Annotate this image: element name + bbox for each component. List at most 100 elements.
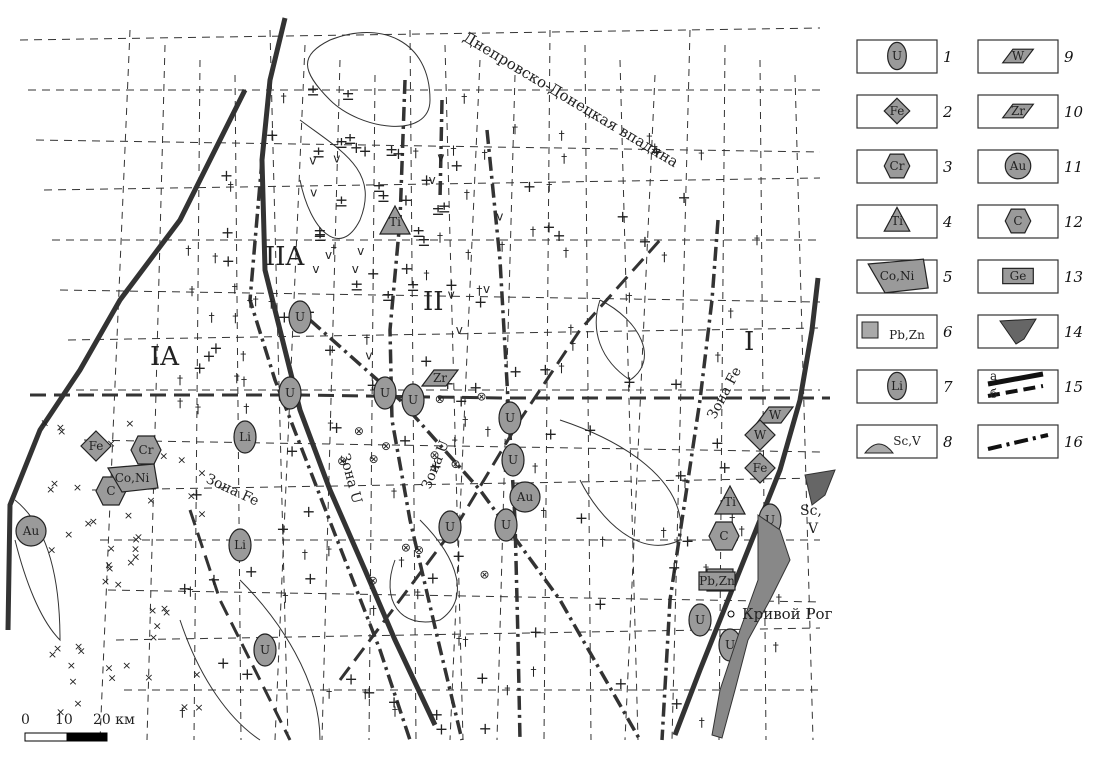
x-pattern-symbol: × — [144, 671, 153, 684]
ore-label: Co,Ni — [115, 471, 150, 485]
x-pattern-symbol: × — [101, 575, 110, 588]
block-label-IA: IA — [150, 342, 180, 372]
dagger-pattern-symbol: † — [561, 152, 567, 166]
minor-fault — [91, 477, 821, 491]
ore-label: U — [501, 518, 511, 532]
dagger-pattern-symbol: † — [232, 281, 238, 295]
x-pattern-symbol: × — [114, 578, 123, 591]
minor-fault — [759, 59, 767, 741]
dagger-pattern-symbol: † — [234, 371, 240, 385]
ore-occurrence-u: U — [688, 603, 712, 637]
ore-occurrence-fe: Fe — [744, 452, 776, 484]
v-pattern-symbol: v — [357, 244, 364, 258]
legend-number: 1 — [943, 48, 953, 66]
dagger-pattern-symbol: † — [568, 322, 574, 336]
ore-occurrence-w: W — [744, 419, 776, 451]
legend-label: Cr — [890, 159, 905, 173]
x-pattern-symbol: × — [56, 706, 65, 719]
ore-occurrence-cr: Cr — [130, 435, 162, 465]
x-pattern-symbol: × — [159, 450, 168, 463]
x-pattern-symbol: × — [134, 531, 143, 544]
ore-label: U — [508, 453, 518, 467]
minor-fault — [624, 74, 656, 741]
rock-pattern-symbols: ××××××××××××××××××××××××××××××××××××××××… — [40, 80, 782, 738]
plus-pattern-symbol: + — [542, 217, 555, 236]
v-pattern-symbol: v — [483, 282, 490, 296]
legend-number: 16 — [1064, 433, 1084, 451]
x-pattern-symbol: × — [197, 507, 206, 520]
legend-item-10: Zr 10 — [977, 94, 1084, 129]
dagger-pattern-symbol: † — [464, 188, 470, 202]
minor-fault — [35, 139, 821, 153]
dagger-pattern-symbol: † — [570, 339, 576, 353]
plus-pattern-symbol: + — [575, 509, 588, 528]
plus-pattern-symbol: + — [178, 579, 191, 598]
minor-fault — [193, 59, 201, 741]
dagger-pattern-symbol: † — [241, 375, 247, 389]
plus-pattern-symbol: + — [419, 351, 432, 370]
plus-pattern-symbol: + — [430, 705, 443, 724]
plus-minus-pattern-symbol: ± — [372, 177, 385, 196]
v-pattern-symbol: v — [456, 323, 463, 337]
plus-pattern-symbol: + — [674, 466, 687, 485]
dagger-pattern-symbol: † — [563, 245, 569, 259]
legend-number: 9 — [1064, 48, 1074, 66]
dagger-pattern-symbol: † — [661, 526, 667, 540]
ore-label: Ti — [724, 495, 736, 509]
circled-cross-pattern-symbol: ⊗ — [368, 574, 378, 588]
legend-number: 7 — [943, 378, 953, 396]
dagger-pattern-symbol: † — [189, 284, 195, 298]
dagger-pattern-symbol: † — [558, 361, 564, 375]
dagger-pattern-symbol: † — [451, 143, 457, 157]
plus-pattern-symbol: + — [209, 338, 222, 357]
plus-pattern-symbol: + — [476, 669, 489, 688]
ore-occurrences: U U U U U U U U U U U U Li Li Fe Fe Au Au C C Cr Co,Ni Ti Ti Zr W… — [15, 204, 795, 667]
dagger-pattern-symbol: † — [179, 705, 185, 719]
zone-label-fe-east: Зона Fe — [704, 364, 745, 421]
plus-pattern-symbol: + — [552, 226, 565, 245]
minor-fault — [83, 439, 821, 453]
plus-pattern-symbol: + — [667, 558, 680, 577]
plus-pattern-symbol: + — [202, 346, 215, 365]
sc-v-label-2: V — [807, 521, 819, 537]
plus-pattern-symbol: + — [330, 418, 343, 437]
x-pattern-symbol: × — [67, 659, 76, 672]
minor-fault — [368, 74, 376, 741]
dagger-pattern-symbol: † — [240, 349, 246, 363]
legend-symbol-faults-icon — [987, 371, 1044, 398]
dagger-pattern-symbol: † — [699, 716, 705, 730]
ore-label: Li — [239, 430, 251, 444]
ore-occurrence-w: W — [755, 406, 795, 424]
dagger-pattern-symbol: † — [626, 291, 632, 305]
plus-pattern-symbol: + — [398, 431, 411, 450]
x-pattern-symbol: × — [108, 672, 117, 685]
legend-item-13: Ge 13 — [977, 259, 1083, 294]
circled-cross-pattern-symbol: ⊗ — [476, 389, 486, 403]
x-pattern-symbol: × — [53, 642, 62, 655]
dash-dot-fault — [660, 219, 720, 741]
dagger-pattern-symbol: † — [327, 418, 333, 432]
v-pattern-symbol: v — [325, 248, 332, 262]
ore-label: U — [285, 386, 295, 400]
dagger-pattern-symbol: † — [728, 306, 734, 320]
v-pattern-symbol: v — [333, 152, 340, 166]
plus-minus-pattern-symbol: ± — [377, 187, 390, 206]
plus-pattern-symbol: + — [323, 341, 336, 360]
ore-label: Ti — [389, 215, 401, 229]
ore-label: C — [719, 529, 728, 543]
legend-symbol-half-icon — [863, 443, 895, 454]
plus-pattern-symbol: + — [583, 420, 596, 439]
legend-label: б — [990, 387, 997, 401]
block-label-I: I — [744, 327, 754, 357]
plus-pattern-symbol: + — [677, 188, 690, 207]
minor-fault — [496, 74, 516, 741]
plus-minus-pattern-symbol: ± — [312, 143, 325, 162]
plus-minus-pattern-symbol: ± — [350, 276, 363, 295]
plus-pattern-symbol: + — [278, 307, 291, 326]
plus-minus-pattern-symbol: ± — [335, 191, 348, 210]
plus-pattern-symbol: + — [670, 694, 683, 713]
scale-bar: 0 10 20 км — [21, 712, 135, 742]
dagger-pattern-symbol: † — [232, 311, 238, 325]
plus-pattern-symbol: + — [193, 358, 206, 377]
